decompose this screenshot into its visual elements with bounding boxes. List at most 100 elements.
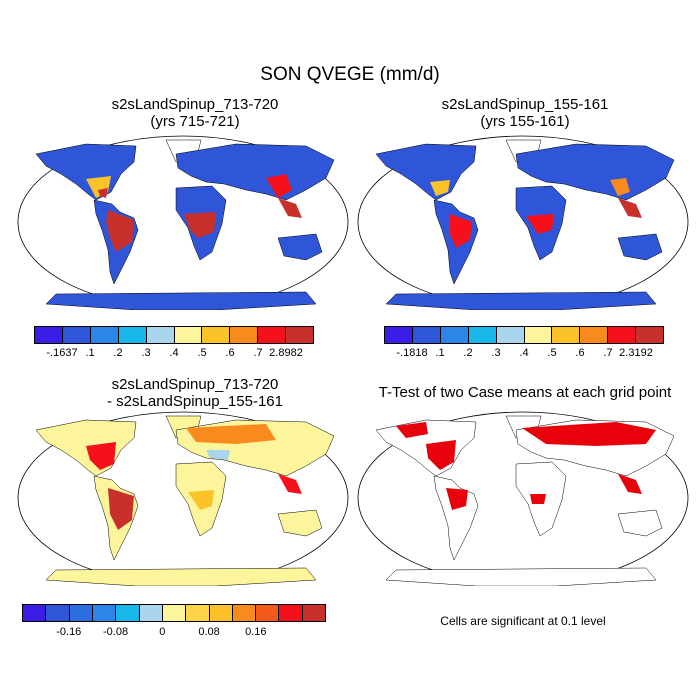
colorbar-tick-label: .6 (225, 347, 235, 359)
colorbar-tick-label: .1 (435, 347, 445, 359)
map-2-central-africa (526, 214, 554, 234)
colorbar-swatch (412, 327, 441, 343)
colorbar-panel-2 (384, 326, 664, 344)
map-4-antarctica (385, 567, 657, 586)
colorbar-swatch (580, 327, 609, 343)
map-1-australia (277, 233, 323, 261)
colorbar-swatch (62, 327, 91, 343)
colorbar-swatch (46, 605, 70, 621)
panel-1-title: s2sLandSpinup_713-720 (yrs 715-721) (40, 96, 350, 130)
colorbar-swatch (302, 605, 326, 621)
colorbar-swatch (256, 605, 280, 621)
colorbar-tick-label: .2 (463, 347, 473, 359)
colorbar-swatch (162, 605, 187, 621)
map-3-antarctica (45, 567, 317, 586)
panel-1-title-line2: (yrs 715-721) (150, 113, 240, 130)
colorbar-swatch (636, 327, 664, 343)
colorbar-tick-label: .4 (519, 347, 529, 359)
map-4-amazon (446, 488, 468, 510)
colorbar-tick-label: -0.16 (56, 626, 82, 638)
colorbar-tick-label: -0.08 (102, 626, 129, 638)
map-4-na-north (396, 422, 428, 438)
map-1-amazon (106, 210, 134, 252)
panel-4-title: T-Test of two Case means at each grid po… (350, 384, 700, 401)
panel-4-title-line1: T-Test of two Case means at each grid po… (378, 384, 672, 401)
colorbar-swatch (146, 327, 175, 343)
colorbar-swatch (209, 605, 233, 621)
map-3-australia (277, 509, 323, 537)
map-4-na-east (426, 440, 456, 470)
map-2-amazon (450, 214, 472, 248)
colorbar-tick-label: 2.8982 (269, 347, 303, 359)
colorbar-swatch (524, 327, 553, 343)
colorbar-tick-label: .2 (113, 347, 123, 359)
colorbar-panel-1-labels: -.1637 .1 .2 .3 .4 .5 .6 .7 2.8982 (34, 347, 314, 361)
map-1-eurasia (175, 143, 335, 201)
panel-1-title-line1: s2sLandSpinup_713-720 (111, 96, 279, 113)
colorbar-tick-label: .3 (491, 347, 501, 359)
colorbar-swatch (258, 327, 287, 343)
panel-2-title-line1: s2sLandSpinup_155-161 (441, 96, 609, 113)
colorbar-swatch (116, 605, 140, 621)
colorbar-tick-label: 0.08 (198, 626, 220, 638)
colorbar-swatch (552, 327, 581, 343)
map-2-east-asia (610, 178, 630, 196)
map-2-antarctica (385, 291, 657, 310)
colorbar-tick-label: .6 (575, 347, 585, 359)
map-1-central-africa (184, 212, 216, 238)
map-1-na-southeast (98, 188, 108, 198)
map-3-na-east (86, 442, 116, 470)
map-panel-4 (357, 411, 689, 586)
panel-3-title: s2sLandSpinup_713-720 - s2sLandSpinup_15… (30, 376, 360, 410)
map-4-australia (617, 509, 663, 537)
colorbar-swatch (139, 605, 163, 621)
colorbar-swatch (174, 327, 203, 343)
colorbar-swatch (496, 327, 525, 343)
map-1-east-asia (266, 174, 292, 198)
colorbar-tick-label: .5 (197, 347, 207, 359)
map-4-southeast-asia (618, 474, 642, 494)
colorbar-tick-label: .5 (547, 347, 557, 359)
colorbar-swatch (35, 327, 63, 343)
colorbar-panel-3-labels: -0.16 -0.08 0 0.08 0.16 (22, 626, 326, 640)
map-2-australia (617, 233, 663, 261)
colorbar-swatch (608, 327, 637, 343)
colorbar-swatch (468, 327, 497, 343)
colorbar-tick-label: 0 (159, 626, 166, 638)
map-2-na-east (430, 180, 450, 196)
colorbar-tick-label: .4 (169, 347, 179, 359)
map-2-southeast-asia (618, 198, 642, 218)
colorbar-swatch (186, 605, 210, 621)
colorbar-panel-3 (22, 604, 326, 622)
panel-3-title-line1: s2sLandSpinup_713-720 (111, 376, 279, 393)
panel-3-title-line2: - s2sLandSpinup_155-161 (107, 393, 283, 410)
map-4-central-africa (530, 494, 546, 504)
colorbar-swatch (23, 605, 47, 621)
panel-2-title-line2: (yrs 155-161) (480, 113, 570, 130)
colorbar-tick-label: .7 (253, 347, 263, 359)
map-panel-1 (17, 135, 349, 310)
map-panel-2 (357, 135, 689, 310)
colorbar-swatch (118, 327, 147, 343)
map-3-central-africa (188, 490, 214, 510)
colorbar-swatch (385, 327, 413, 343)
colorbar-swatch (90, 327, 119, 343)
ttest-significance-note: Cells are significant at 0.1 level (440, 614, 606, 628)
colorbar-tick-label: -.1818 (396, 347, 428, 359)
colorbar-swatch (69, 605, 93, 621)
colorbar-swatch (92, 605, 117, 621)
colorbar-swatch (202, 327, 231, 343)
colorbar-tick-label: -.1637 (46, 347, 78, 359)
panel-2-title: s2sLandSpinup_155-161 (yrs 155-161) (370, 96, 680, 130)
colorbar-tick-label: .1 (85, 347, 95, 359)
colorbar-panel-2-labels: -.1818 .1 .2 .3 .4 .5 .6 .7 2.3192 (384, 347, 664, 361)
map-3-southeast-asia (278, 474, 302, 494)
map-1-antarctica (45, 291, 317, 310)
map-panel-3 (17, 411, 349, 586)
colorbar-swatch (279, 605, 303, 621)
colorbar-swatch (440, 327, 469, 343)
map-3-amazon (108, 488, 134, 530)
colorbar-tick-label: .7 (603, 347, 613, 359)
map-1-southeast-asia (278, 198, 302, 218)
map-2-north-america (375, 143, 477, 201)
